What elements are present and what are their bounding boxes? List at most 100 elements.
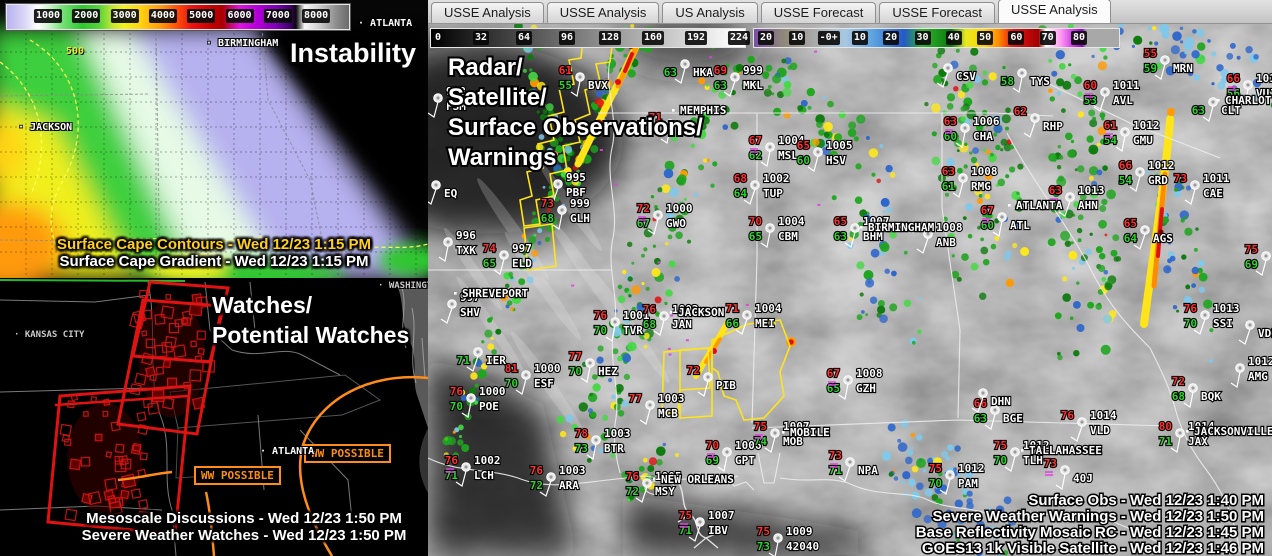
svg-text:75: 75	[754, 420, 767, 433]
svg-text:BHM: BHM	[863, 230, 883, 243]
svg-text:70: 70	[749, 215, 762, 228]
svg-text:VDI: VDI	[1258, 327, 1272, 340]
city-label-memphis: MEMPHIS	[672, 103, 728, 118]
svg-text:61: 61	[559, 64, 573, 77]
station-plot-atl: 67 60 ATL	[980, 203, 1031, 237]
station-plot-cbm: 70 65 1004 CBM	[748, 214, 806, 248]
svg-text:MRN: MRN	[1173, 62, 1193, 75]
tab-usse-analysis-1[interactable]: USSE Analysis	[431, 2, 544, 23]
svg-text:81: 81	[505, 362, 519, 375]
city-label-atlanta: ATLANTA	[260, 446, 314, 457]
svg-text:66: 66	[1119, 159, 1133, 172]
radar-panel-title: Radar/Satellite/Surface Observations/War…	[446, 52, 705, 173]
reflectivity-scale-label: 70	[1039, 31, 1056, 45]
city-label-atlanta: ATLANTA	[358, 18, 412, 29]
county-grid	[0, 28, 428, 278]
svg-text:76: 76	[594, 309, 608, 322]
svg-text:1009: 1009	[786, 525, 813, 538]
svg-text:73: 73	[541, 197, 554, 210]
station-plot-pam: 75 70 1012 PAM	[928, 461, 986, 495]
tab-usse-forecast-4[interactable]: USSE Forecast	[760, 2, 877, 23]
svg-text:PIB: PIB	[716, 379, 736, 392]
svg-text:RMG: RMG	[971, 180, 991, 193]
radar-map-area[interactable]: 61 55 BVX 63 HKA 69 63 999 MKL 71 993 FSM EQ 996 TXK 74…	[428, 24, 1272, 556]
station-plot-txk: 996 TXK	[438, 228, 477, 262]
station-plot-ags: 65 64 AGS	[1123, 216, 1174, 250]
station-plot-ssi: 76 70 1013 SSI	[1183, 301, 1241, 335]
reflectivity-scale-label: 20	[883, 31, 900, 45]
svg-text:TVR: TVR	[623, 324, 643, 337]
svg-text:1011: 1011	[1203, 172, 1230, 185]
cape-color-scale	[5, 3, 351, 31]
svg-text:54: 54	[1104, 134, 1118, 147]
station-plot-eq: EQ	[428, 180, 459, 205]
tab-usse-forecast-5[interactable]: USSE Forecast	[879, 2, 995, 23]
satellite-scale-label: 32	[472, 31, 490, 45]
severe-warning-polygons	[519, 37, 791, 421]
svg-text:71: 71	[649, 111, 663, 124]
svg-text:70: 70	[706, 439, 719, 452]
svg-text:BIRMINGHAM: BIRMINGHAM	[868, 221, 935, 234]
instability-panel-title: Instability	[289, 38, 416, 68]
svg-text:68: 68	[1172, 390, 1185, 403]
svg-text:GRD: GRD	[1148, 174, 1168, 187]
svg-text:AVL: AVL	[1113, 94, 1133, 107]
svg-text:60: 60	[981, 219, 994, 232]
svg-text:63: 63	[1049, 184, 1062, 197]
svg-text:69: 69	[706, 454, 719, 467]
svg-text:EQ: EQ	[444, 187, 458, 200]
svg-text:1012: 1012	[1148, 159, 1175, 172]
scale-tick-label: 4000	[148, 9, 177, 23]
station-plot-gzh: 67 65 1008 GZH	[826, 366, 884, 400]
svg-text:1000: 1000	[666, 202, 693, 215]
layer-caption: Mesoscale Discussions - Wed 12/23 1:50 P…	[86, 510, 402, 527]
station-plot-mrn: 55 59 MRN	[1143, 46, 1194, 80]
svg-text:65: 65	[827, 382, 840, 395]
svg-text:1012: 1012	[958, 462, 985, 475]
svg-text:65: 65	[834, 215, 847, 228]
svg-text:IBV: IBV	[708, 524, 728, 537]
station-plot-avl: 60 53 1011 AVL	[1083, 78, 1141, 112]
station-plot-bqk: 72 68 BQK	[1171, 374, 1222, 408]
svg-text:CAE: CAE	[1203, 187, 1223, 200]
watches-panel-title: Watches/Potential Watches	[212, 292, 410, 348]
svg-text:54: 54	[1119, 174, 1133, 187]
radar-satellite-panel[interactable]: USSE Analysis USSE Analysis US Analysis USS…	[428, 0, 1272, 556]
tab-usse-analysis-2[interactable]: USSE Analysis	[546, 2, 660, 23]
layer-caption: Surface Obs - Wed 12/23 1:40 PM	[1028, 492, 1264, 509]
svg-text:AHN: AHN	[1078, 199, 1098, 212]
instability-map-panel[interactable]: 1000 2000 3000 4000 5000 6000 7000 8000 500 ATL…	[0, 0, 428, 278]
tab-usse-analysis-6[interactable]: USSE Analysis	[997, 0, 1111, 23]
svg-text:71: 71	[445, 469, 459, 482]
tab-us-analysis-3[interactable]: US Analysis	[662, 2, 758, 23]
svg-text:73: 73	[1174, 172, 1187, 185]
svg-text:ELD: ELD	[512, 257, 532, 270]
svg-text:67: 67	[637, 217, 650, 230]
svg-text:63: 63	[834, 230, 847, 243]
svg-text:1002: 1002	[672, 303, 699, 316]
svg-text:1008: 1008	[936, 221, 963, 234]
svg-text:66: 66	[726, 317, 740, 330]
svg-text:76: 76	[450, 385, 464, 398]
svg-text:CBM: CBM	[778, 230, 798, 243]
station-plot-hez: 77 70 HEZ	[568, 349, 619, 383]
svg-text:65: 65	[797, 139, 810, 152]
svg-text:63: 63	[944, 115, 957, 128]
svg-text:62: 62	[1014, 105, 1027, 118]
station-plot-amg: 1012 AMG	[1230, 354, 1272, 388]
station-plot-hka: 63 HKA	[663, 59, 714, 84]
svg-text:63: 63	[942, 165, 955, 178]
svg-text:1003: 1003	[658, 392, 685, 405]
svg-text:1006: 1006	[973, 115, 1000, 128]
radar-title-line: Warnings	[448, 144, 556, 171]
svg-text:ATLANTA: ATLANTA	[1016, 199, 1063, 212]
radar-reflectivity-echoes	[442, 24, 1272, 556]
station-plot-btr: 78 73 1003 BTR	[574, 426, 632, 460]
watches-map-panel[interactable]: Watches/Potential Watches WW POSSIBLE WW …	[0, 278, 428, 556]
svg-text:AGS: AGS	[1153, 232, 1173, 245]
svg-text:JACKSONVILLE: JACKSONVILLE	[1194, 425, 1272, 438]
station-plot-40j: 73 40J	[1043, 456, 1094, 490]
svg-text:76: 76	[626, 470, 640, 483]
svg-text:59: 59	[1144, 62, 1157, 75]
satellite-scale-label: 0	[432, 31, 444, 45]
